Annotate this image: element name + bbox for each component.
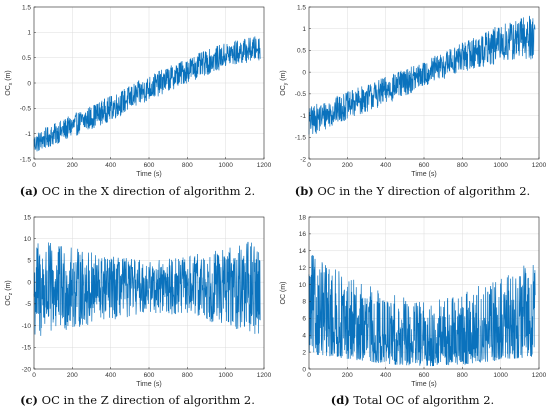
x-tick-label: 0 <box>32 162 36 169</box>
y-tick-label: 0.5 <box>297 48 306 55</box>
x-tick-label: 400 <box>380 372 391 379</box>
caption-d-tag: (d) <box>330 393 350 407</box>
chart-d: 0 200 400 600 800 1000 1200 0 2 4 6 8 10 12 14 16 18 Time… <box>280 214 547 388</box>
y-tick-label: 1.5 <box>297 4 306 11</box>
y-tick-label: -5 <box>25 301 31 308</box>
x-axis-label: Time (s) <box>411 171 436 178</box>
x-axis-label: Time (s) <box>411 381 436 388</box>
caption-a: (a) OC in the X direction of algorithm 2… <box>0 184 275 198</box>
y-axis-label: OC (m) <box>280 282 287 305</box>
series-line <box>308 15 536 135</box>
y-tick-label: 1.5 <box>22 4 31 11</box>
y-tick-label: 12 <box>299 265 307 272</box>
x-axis-label: Time (s) <box>136 171 161 178</box>
y-tick-label: 4 <box>302 333 306 340</box>
x-tick-label: 0 <box>32 372 36 379</box>
y-tick-label: -10 <box>22 323 32 330</box>
x-tick-label: 1200 <box>532 162 547 169</box>
y-tick-label: 14 <box>299 248 307 255</box>
y-tick-label: -20 <box>22 366 32 373</box>
caption-c-tag: (c) <box>20 393 38 407</box>
y-tick-label: 0 <box>302 366 306 373</box>
x-tick-label: 1000 <box>493 372 508 379</box>
chart-c: 0 200 400 600 800 1000 1200 -20 -15 -10 -5 0 5 10 15 Ti… <box>5 214 272 388</box>
y-tick-label: -0.5 <box>295 91 307 98</box>
x-tick-label: 200 <box>342 162 353 169</box>
x-tick-label: 400 <box>105 162 116 169</box>
x-tick-label: 1200 <box>257 162 272 169</box>
x-tick-label: 800 <box>182 162 193 169</box>
y-tick-label: -1.5 <box>20 156 32 163</box>
y-tick-label: 10 <box>24 236 32 243</box>
x-tick-label: 1000 <box>493 162 508 169</box>
x-tick-label: 800 <box>457 372 468 379</box>
x-tick-label: 200 <box>67 372 78 379</box>
x-tick-label: 600 <box>144 162 155 169</box>
x-tick-label: 600 <box>419 162 430 169</box>
y-tick-label: -1.5 <box>295 135 307 142</box>
x-axis-label: Time (s) <box>136 381 161 388</box>
x-tick-label: 200 <box>342 372 353 379</box>
y-tick-label: -2 <box>300 156 306 163</box>
x-tick-label: 800 <box>457 162 468 169</box>
caption-c: (c) OC in the Z direction of algorithm 2… <box>0 393 275 407</box>
x-tick-label: 1000 <box>218 372 233 379</box>
x-tick-label: 1200 <box>532 372 547 379</box>
chart-panel-d: 0 200 400 600 800 1000 1200 0 2 4 6 8 10 12 14 16 18 Time… <box>275 210 550 418</box>
caption-d-text: Total OC of algorithm 2. <box>353 393 495 407</box>
y-tick-label: 8 <box>302 299 306 306</box>
x-tick-label: 1000 <box>218 162 233 169</box>
y-tick-label: 10 <box>299 282 307 289</box>
y-tick-label: -15 <box>22 345 32 352</box>
caption-b-tag: (b) <box>294 184 314 198</box>
x-tick-label: 0 <box>307 372 311 379</box>
x-tick-label: 200 <box>67 162 78 169</box>
y-axis-label: OCx (m) <box>5 70 14 95</box>
x-tick-label: 600 <box>419 372 430 379</box>
y-tick-label: 16 <box>299 231 307 238</box>
y-tick-label: 18 <box>299 214 307 221</box>
x-tick-label: 800 <box>182 372 193 379</box>
caption-b-text: OC in the Y direction of algorithm 2. <box>317 184 531 198</box>
y-axis-label: OCz (m) <box>5 280 14 305</box>
x-tick-label: 400 <box>380 162 391 169</box>
x-tick-label: 600 <box>144 372 155 379</box>
x-tick-label: 0 <box>307 162 311 169</box>
y-tick-label: 15 <box>24 214 32 221</box>
y-tick-label: 6 <box>302 316 306 323</box>
caption-c-text: OC in the Z direction of algorithm 2. <box>41 393 255 407</box>
caption-b: (b) OC in the Y direction of algorithm 2… <box>275 184 550 198</box>
y-axis-label: OCy (m) <box>280 70 289 95</box>
caption-a-tag: (a) <box>19 184 39 198</box>
chart-panel-c: 0 200 400 600 800 1000 1200 -20 -15 -10 -5 0 5 10 15 Ti… <box>0 210 275 418</box>
y-tick-label: -1 <box>25 131 31 138</box>
y-tick-label: 0 <box>27 279 31 286</box>
x-tick-label: 1200 <box>257 372 272 379</box>
y-tick-label: 2 <box>302 349 306 356</box>
chart-panel-b: 0 200 400 600 800 1000 1200 -2 -1.5 -1 -0.5 0 0.5 1 1.… <box>275 0 550 208</box>
y-tick-label: 5 <box>27 258 31 265</box>
chart-b: 0 200 400 600 800 1000 1200 -2 -1.5 -1 -0.5 0 0.5 1 1.… <box>280 4 547 178</box>
y-tick-label: -1 <box>300 113 306 120</box>
y-tick-label: 1 <box>302 26 306 33</box>
series-line <box>33 36 261 152</box>
chart-a: 0 200 400 600 800 1000 1200 -1.5 -1 -0.5 0 0.5 1 1.5 T… <box>5 4 272 178</box>
y-tick-label: 0 <box>27 80 31 87</box>
series-line <box>33 241 261 336</box>
y-tick-label: 0 <box>302 69 306 76</box>
caption-a-text: OC in the X direction of algorithm 2. <box>41 184 256 198</box>
y-tick-label: 0.5 <box>22 55 31 62</box>
y-tick-label: 1 <box>27 30 31 37</box>
chart-panel-a: 0 200 400 600 800 1000 1200 -1.5 -1 -0.5 0 0.5 1 1.5 T… <box>0 0 275 208</box>
x-tick-label: 400 <box>105 372 116 379</box>
caption-d: (d) Total OC of algorithm 2. <box>275 393 550 407</box>
y-tick-label: -0.5 <box>20 106 32 113</box>
